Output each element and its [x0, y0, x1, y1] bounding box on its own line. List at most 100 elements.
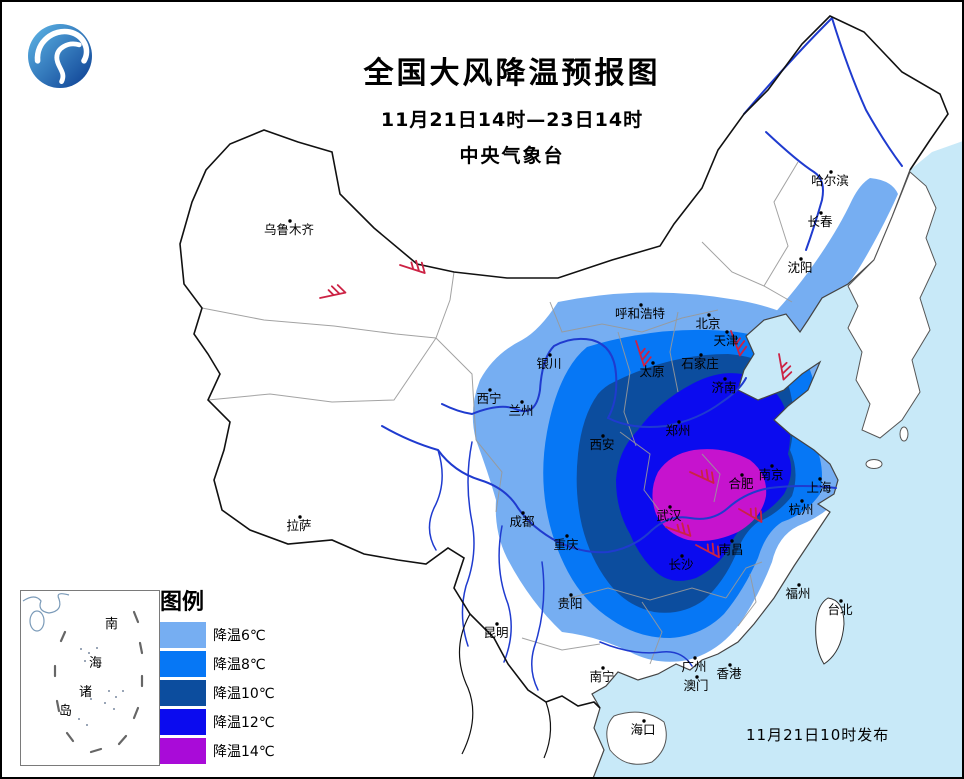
small-island: [899, 426, 909, 442]
nine-dash-line: [53, 610, 144, 754]
city-label: 南宁: [589, 669, 614, 684]
pearl-river: [599, 641, 693, 667]
issued-timestamp: 11月21日10时发布: [746, 726, 890, 744]
inset-label-char: 诸: [79, 685, 93, 700]
city-label: 太原: [639, 364, 664, 379]
city-label: 澳门: [683, 678, 708, 693]
city-label: 武汉: [656, 508, 682, 523]
legend-item: 降温12℃: [160, 709, 310, 735]
city-label: 台北: [827, 602, 853, 617]
city-label: 济南: [711, 380, 736, 395]
city-label: 贵阳: [557, 596, 582, 611]
city-label: 拉萨: [286, 518, 311, 533]
wind-barb-icon: [665, 522, 692, 537]
wind-barb-icon: [695, 542, 720, 559]
myanmar-border: [458, 613, 474, 755]
legend: 图例 降温6℃ 降温8℃ 降温10℃ 降温12℃ 降温14℃: [160, 584, 310, 767]
legend-swatch: [160, 622, 206, 648]
city-label: 哈尔滨: [811, 173, 849, 188]
city-label: 上海: [806, 480, 832, 495]
wind-barb-icon: [635, 340, 652, 367]
inset-label-char: 海: [89, 656, 103, 671]
legend-item: 降温6℃: [160, 622, 310, 648]
city-labels: 乌鲁木齐 哈尔滨 长春 沈阳 呼和浩特 北京 天津 石家庄 太原 济南 银川 西…: [264, 173, 853, 737]
inset-islands: [78, 647, 124, 726]
city-label: 合肥: [728, 476, 754, 491]
title-block: 全国大风降温预报图 11月21日14时—23日14时 中央气象台: [292, 48, 732, 168]
inset-label-char: 岛: [59, 704, 73, 719]
legend-item-label: 降温8℃: [213, 657, 266, 673]
inset-hainan: [29, 610, 45, 632]
wind-barb-icon: [689, 468, 715, 484]
inset-label-char: 南: [105, 617, 119, 632]
ussuri-river: [831, 17, 903, 167]
legend-swatch: [160, 680, 206, 706]
city-label: 南京: [758, 467, 783, 482]
legend-item: 降温8℃: [160, 651, 310, 677]
city-label: 兰州: [508, 403, 533, 418]
city-label: 昆明: [483, 625, 508, 640]
rivers: [381, 17, 903, 691]
national-border: [179, 15, 949, 759]
wind-barb-icon: [730, 330, 748, 357]
korea-peninsula: [847, 171, 937, 469]
city-label: 南昌: [718, 542, 743, 557]
nu-river: [461, 441, 475, 647]
city-label: 香港: [716, 666, 742, 681]
songhua-river: [765, 131, 824, 251]
inset-map: [22, 593, 144, 754]
legend-item-label: 降温12℃: [213, 715, 275, 731]
city-label: 西宁: [476, 391, 501, 406]
forecast-period: 11月21日14时—23日14时: [380, 109, 644, 131]
city-label: 乌鲁木齐: [264, 222, 315, 237]
city-label: 沈阳: [787, 260, 812, 275]
wind-barb-icon: [399, 259, 426, 274]
legend-item-label: 降温14℃: [213, 744, 275, 760]
province-borders: [201, 161, 799, 665]
city-label: 银川: [536, 356, 561, 371]
city-label: 郑州: [665, 423, 690, 438]
city-label: 石家庄: [681, 356, 719, 371]
lancang-river: [498, 525, 512, 663]
legend-item-label: 降温10℃: [213, 686, 275, 702]
city-label: 天津: [713, 333, 738, 348]
inset-coastline: [22, 593, 70, 614]
page-title: 全国大风降温预报图: [363, 56, 661, 91]
city-label: 西安: [589, 437, 614, 452]
yangtze-river: [381, 425, 837, 554]
cma-logo: [20, 16, 100, 96]
legend-swatch: [160, 709, 206, 735]
yuan-river: [531, 561, 545, 691]
city-label: 成都: [509, 514, 535, 529]
city-label: 海口: [630, 722, 655, 737]
coastline: [591, 169, 911, 777]
wind-barb-icon: [778, 353, 793, 381]
city-label: 广州: [681, 659, 706, 674]
legend-item-label: 降温6℃: [213, 628, 266, 644]
legend-swatch: [160, 738, 206, 764]
legend-item: 降温10℃: [160, 680, 310, 706]
city-label: 重庆: [553, 537, 579, 552]
city-label: 呼和浩特: [615, 306, 665, 321]
agency-name: 中央气象台: [459, 145, 565, 167]
city-label: 北京: [695, 316, 720, 331]
legend-item: 降温14℃: [160, 738, 310, 764]
taiwan-island: [815, 597, 845, 665]
cma-logo-icon: [28, 24, 92, 88]
wind-barb-icon: [319, 284, 347, 299]
city-label: 福州: [785, 586, 810, 601]
wind-barbs: [319, 259, 793, 559]
jeju-island: [865, 459, 883, 469]
south-china-sea-inset: 南 海 诸 岛: [20, 590, 160, 766]
city-label: 长春: [807, 214, 833, 229]
jinsha-river: [428, 449, 443, 551]
legend-title: 图例: [160, 590, 205, 615]
legend-swatch: [160, 651, 206, 677]
amur-river: [743, 17, 833, 115]
city-dots: [288, 170, 843, 723]
hainan-island: [606, 711, 667, 765]
city-label: 长沙: [668, 557, 694, 572]
city-label: 杭州: [788, 502, 813, 517]
